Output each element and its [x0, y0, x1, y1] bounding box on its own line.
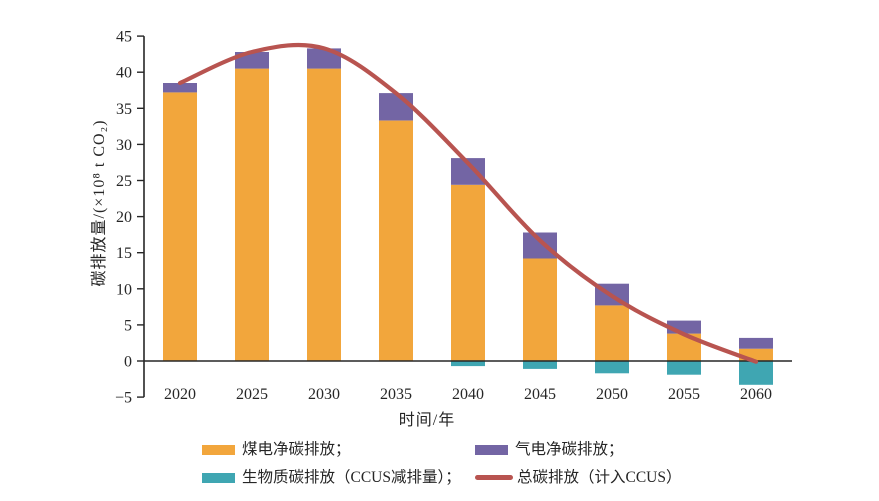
x-tick-label-2025: 2025 [236, 386, 268, 403]
bar-segment-biomass-2040 [451, 361, 485, 367]
y-tick-label-25: 25 [116, 173, 132, 190]
legend-item-gas: 气电净碳排放； [475, 440, 682, 459]
bar-segment-biomass-2045 [523, 361, 557, 369]
y-axis-title: 碳排放量/(×10⁸ t CO₂) [91, 119, 108, 287]
y-tick-label-15: 15 [116, 245, 132, 262]
x-tick-label-2050: 2050 [596, 386, 628, 403]
legend-item-coal: 煤电净碳排放； [202, 440, 475, 459]
legend-label-biomass: 生物质碳排放（CCUS减排量）； [242, 469, 461, 486]
total-emissions-line [177, 42, 759, 364]
bar-segment-coal-2050 [595, 305, 629, 361]
x-tick-label-2040: 2040 [452, 386, 484, 403]
y-tick-label-40: 40 [116, 65, 132, 82]
x-tick-label-2030: 2030 [308, 386, 340, 403]
bar-segment-gas-2060 [739, 337, 773, 349]
x-axis-title: 时间/年 [398, 412, 456, 429]
bar-segment-biomass-2055 [667, 361, 701, 375]
bar-segment-coal-2045 [523, 258, 557, 361]
y-tick-label-20: 20 [116, 209, 132, 226]
bar-segment-coal-2025 [235, 68, 269, 361]
x-tick-label-2055: 2055 [668, 386, 700, 403]
bar-segment-coal-2040 [451, 184, 485, 361]
legend-swatch-coal [202, 444, 235, 455]
bar-segment-gas-2035 [379, 93, 413, 121]
chart-legend: 煤电净碳排放； 气电净碳排放； 生物质碳排放（CCUS减排量）； 总碳排放（计入… [202, 440, 682, 487]
legend-swatch-gas [475, 444, 508, 455]
x-tick-label-2035: 2035 [380, 386, 412, 403]
bar-segment-coal-2030 [307, 68, 341, 361]
bar-segment-coal-2020 [163, 92, 197, 362]
legend-item-total-line: 总碳排放（计入CCUS） [475, 468, 682, 487]
bar-segment-gas-2045 [523, 232, 557, 259]
x-tick-label-2045: 2045 [524, 386, 556, 403]
y-tick-label-5: 5 [124, 317, 132, 334]
y-tick-label-35: 35 [116, 101, 132, 118]
y-tick-label-45: 45 [116, 29, 132, 46]
bar-segment-biomass-2050 [595, 361, 629, 374]
y-tick-label-0: 0 [124, 354, 132, 371]
bar-segment-biomass-2060 [739, 361, 773, 385]
x-tick-label-2060: 2060 [740, 386, 772, 403]
x-tick-label-2020: 2020 [164, 386, 196, 403]
y-tick-label-30: 30 [116, 137, 132, 154]
y-tick-label--5: −5 [115, 390, 132, 407]
legend-label-gas: 气电净碳排放； [515, 441, 624, 458]
legend-swatch-total-line [475, 475, 513, 480]
legend-label-coal: 煤电净碳排放； [242, 441, 351, 458]
y-tick-label-10: 10 [116, 281, 132, 298]
bar-segment-coal-2035 [379, 120, 413, 361]
legend-item-biomass: 生物质碳排放（CCUS减排量）； [202, 468, 475, 487]
legend-label-total-line: 总碳排放（计入CCUS） [517, 469, 682, 486]
legend-swatch-biomass [202, 472, 235, 483]
bar-segment-gas-2020 [163, 83, 197, 93]
